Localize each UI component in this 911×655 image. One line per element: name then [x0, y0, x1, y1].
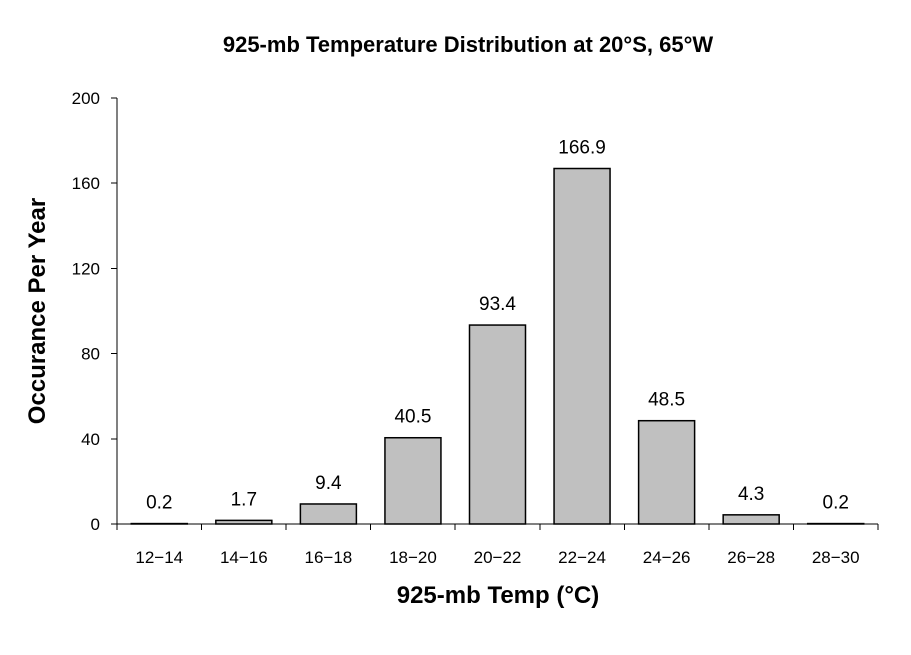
data-label: 9.4: [315, 473, 342, 494]
bar: [215, 519, 273, 525]
y-axis-title: Occurance Per Year: [24, 198, 51, 424]
x-tick-label: 16−18: [305, 548, 353, 567]
bar: [384, 436, 442, 525]
data-label: 48.5: [648, 390, 685, 411]
bar: [553, 167, 611, 525]
x-tick-label: 20−22: [474, 548, 522, 567]
y-tick-label: 0: [91, 515, 100, 534]
x-tick-label: 24−26: [643, 548, 691, 567]
plot-area: 0 40 80 120 160 200 12−14 0.2 14−16 1.7 16−18 9.4 18…: [72, 89, 879, 567]
data-label: 1.7: [231, 489, 257, 510]
x-tick-label: 26−28: [727, 548, 775, 567]
x-axis-title: 925-mb Temp (°C): [397, 582, 600, 609]
bar: [468, 324, 527, 525]
bar: [299, 503, 358, 525]
y-tick-label: 40: [81, 430, 100, 449]
x-tick-label: 18−20: [389, 548, 437, 567]
data-label: 0.2: [146, 493, 172, 514]
data-label: 40.5: [394, 407, 431, 428]
y-tick-label: 120: [72, 259, 100, 278]
chart-title: 925-mb Temperature Distribution at 20°S,…: [223, 32, 714, 57]
x-tick-label: 14−16: [220, 548, 268, 567]
data-label: 0.2: [823, 493, 849, 514]
data-label: 166.9: [558, 138, 606, 159]
y-tick-label: 80: [81, 345, 100, 364]
y-tick-label: 160: [72, 174, 100, 193]
data-label: 93.4: [479, 294, 516, 315]
y-tick-label: 200: [72, 89, 100, 108]
x-tick-label: 28−30: [812, 548, 860, 567]
bar: [722, 514, 780, 525]
x-tick-label: 12−14: [135, 548, 183, 567]
x-tick-label: 22−24: [558, 548, 606, 567]
data-label: 4.3: [738, 484, 764, 505]
bar: [637, 419, 696, 525]
